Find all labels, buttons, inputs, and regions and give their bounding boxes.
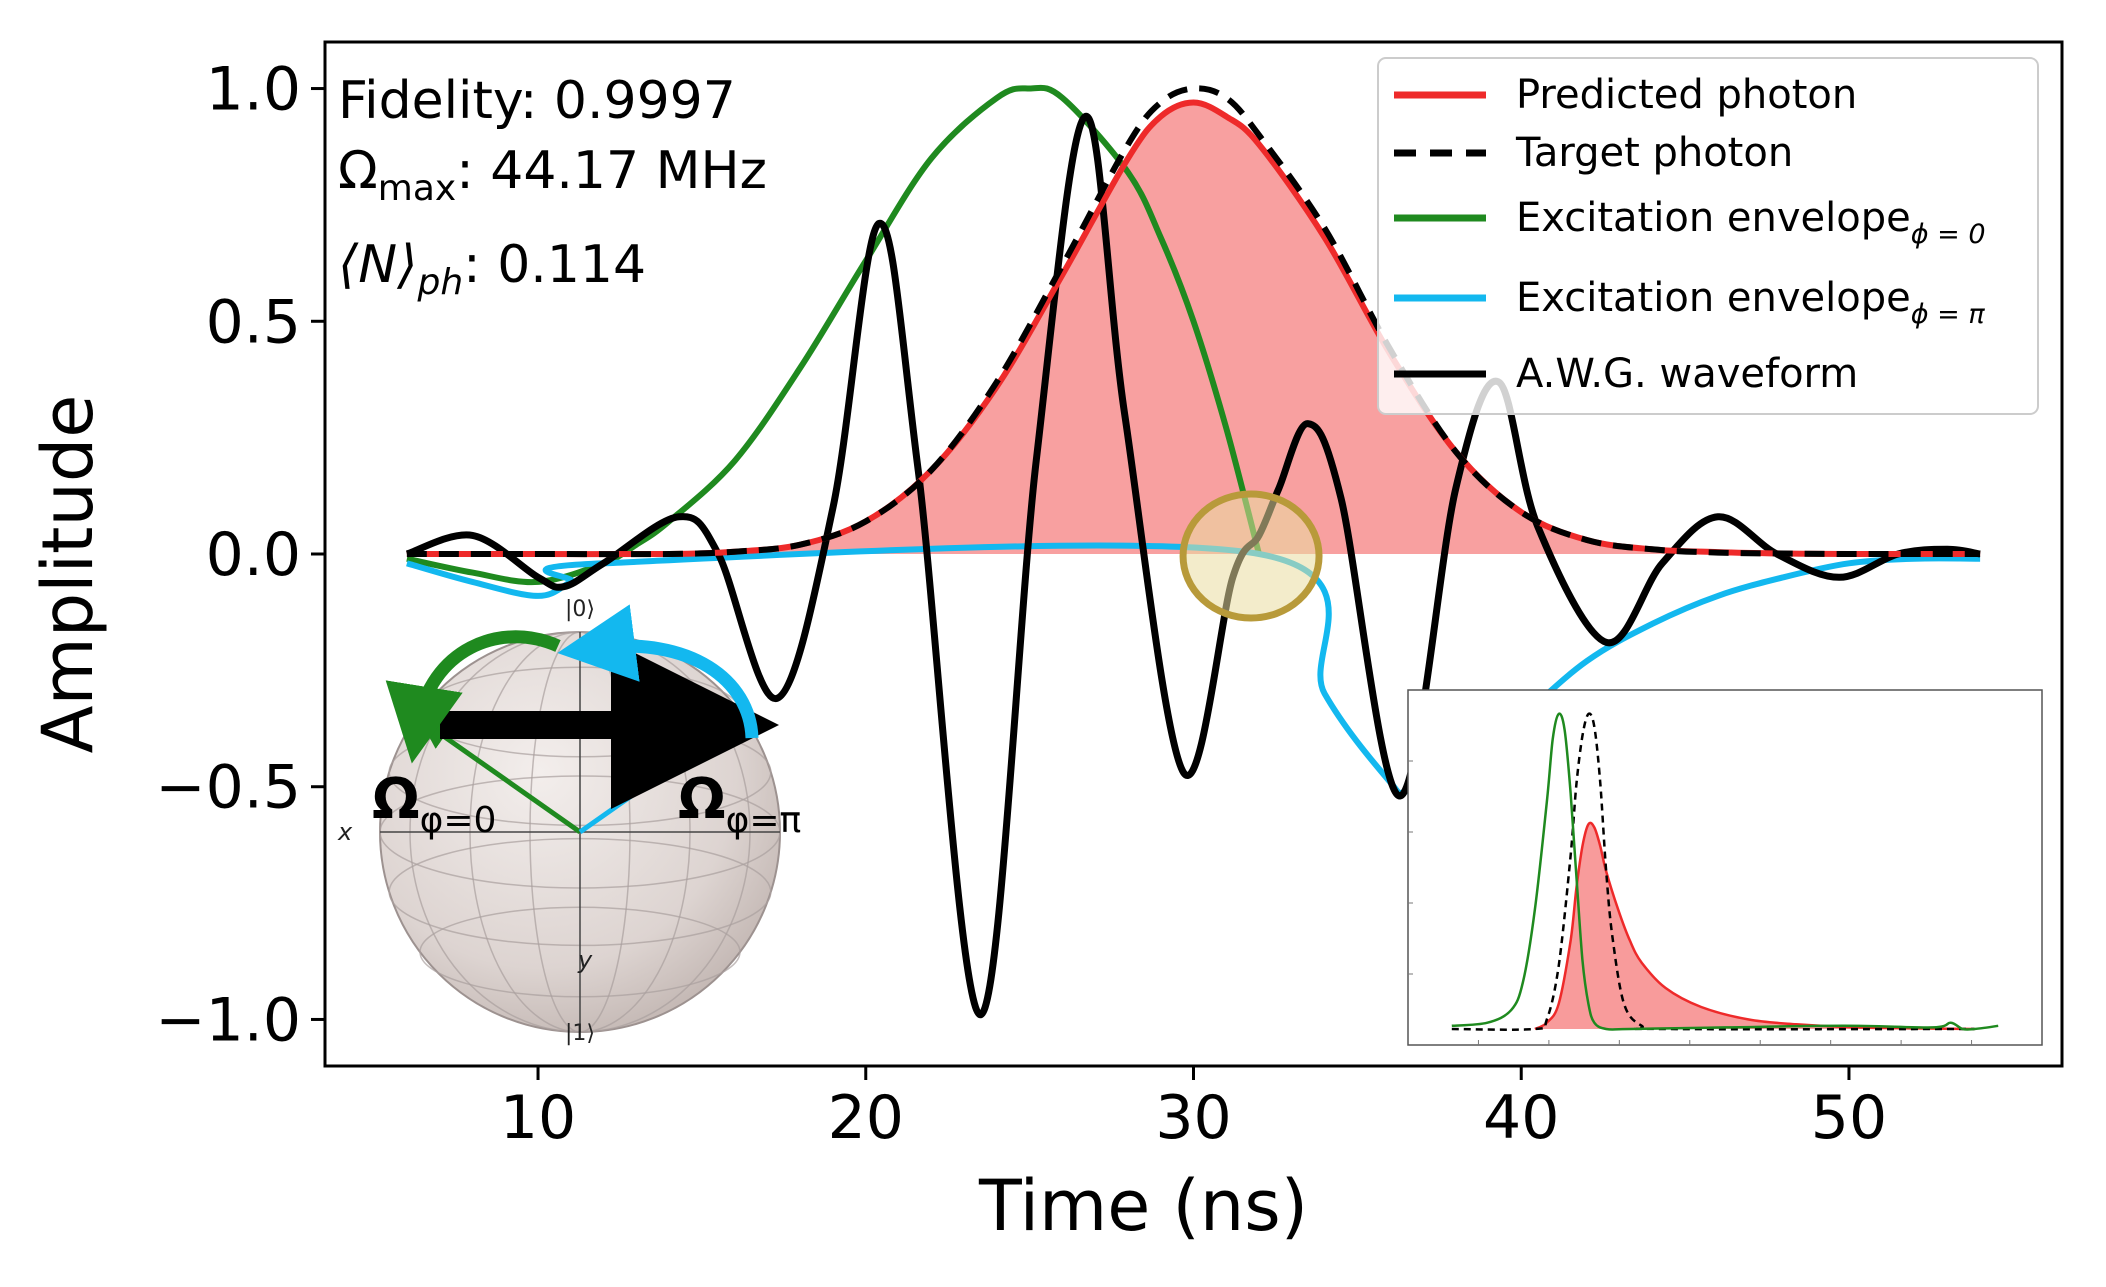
omega-phipi-label: Ωφ=π <box>678 767 801 841</box>
omega-symbol: Ω <box>338 141 378 201</box>
photon-number-value: : 0.114 <box>463 235 646 295</box>
legend-box <box>1377 57 2039 415</box>
omega-phi0-subscript: φ=0 <box>420 800 497 841</box>
y-axis-label: Amplitude <box>27 395 109 754</box>
rotation-arrow-green <box>385 630 561 764</box>
y-tick-label: 1.0 <box>206 55 301 125</box>
crossing-highlight-marker <box>1179 490 1323 622</box>
x-tick-label: 30 <box>1155 1083 1231 1153</box>
zoom-predicted-photon-line <box>1534 821 1975 1031</box>
x-tick-label: 10 <box>500 1083 576 1153</box>
legend-entry-label: Excitation envelopeϕ = 0 <box>1516 195 1986 250</box>
x-tick-label: 50 <box>1811 1083 1887 1153</box>
target-photon-line <box>406 85 1981 558</box>
legend-entry-text: A.W.G. waveform <box>1516 351 1858 397</box>
rotation-arrow-blue <box>557 604 759 739</box>
photon-number-symbol: ⟨N⟩ <box>338 235 417 295</box>
y-tick-label: 0.5 <box>206 287 301 357</box>
y-tick-label: −0.5 <box>155 753 301 823</box>
legend-entry-text: Excitation envelope <box>1516 275 1911 321</box>
legend-entry-text: Excitation envelope <box>1516 195 1911 241</box>
photon-number-label: ⟨N⟩ph: 0.114 <box>338 235 646 303</box>
omega-phi0-label: Ωφ=0 <box>372 767 496 841</box>
omega-subscript: max <box>378 168 456 209</box>
legend-entry-text: Target photon <box>1515 130 1793 176</box>
omega-phipi-symbol: Ω <box>678 767 726 832</box>
omega-max-label: Ωmax: 44.17 MHz <box>338 141 767 209</box>
legend-entry-label: Target photon <box>1515 130 1793 176</box>
legend-entry-label: Excitation envelopeϕ = π <box>1516 275 1985 330</box>
bloch-y-label: y <box>577 946 593 974</box>
legend: Predicted photon Target photon Excitation … <box>1377 57 2039 415</box>
legend-entry-label: Predicted photon <box>1516 72 1857 118</box>
bloch-pole-top-label: |0⟩ <box>565 597 595 622</box>
fidelity-label: Fidelity: 0.9997 <box>338 71 736 131</box>
legend-entry-text: Predicted photon <box>1516 72 1857 118</box>
zoom-excitation-envelope-line <box>1451 712 1999 1031</box>
x-tick-label: 40 <box>1483 1083 1559 1153</box>
omega-phipi-subscript: φ=π <box>726 800 802 841</box>
zoom-inset <box>1407 689 2043 1046</box>
y-tick-label: 0.0 <box>206 520 301 590</box>
legend-entry-subscript: ϕ = 0 <box>1911 219 1986 250</box>
x-tick-label: 20 <box>828 1083 904 1153</box>
legend-entry-label: A.W.G. waveform <box>1516 351 1858 397</box>
zoom-inset-frame <box>1407 689 2043 1046</box>
omega-phi0-symbol: Ω <box>372 767 420 832</box>
zoom-predicted-fill <box>1534 822 1975 1029</box>
legend-entry-subscript: ϕ = π <box>1911 299 1986 330</box>
omega-max-value: : 44.17 MHz <box>456 141 767 201</box>
photon-number-subscript: ph <box>416 262 463 303</box>
bloch-pole-bottom-label: |1⟩ <box>565 1021 595 1046</box>
annotation-box: Fidelity: 0.9997 Ωmax: 44.17 MHz ⟨N⟩ph: 0.… <box>338 71 767 303</box>
y-tick-label: −1.0 <box>155 985 301 1055</box>
x-axis-label: Time (ns) <box>978 1165 1308 1247</box>
bloch-x-label: x <box>337 818 353 846</box>
